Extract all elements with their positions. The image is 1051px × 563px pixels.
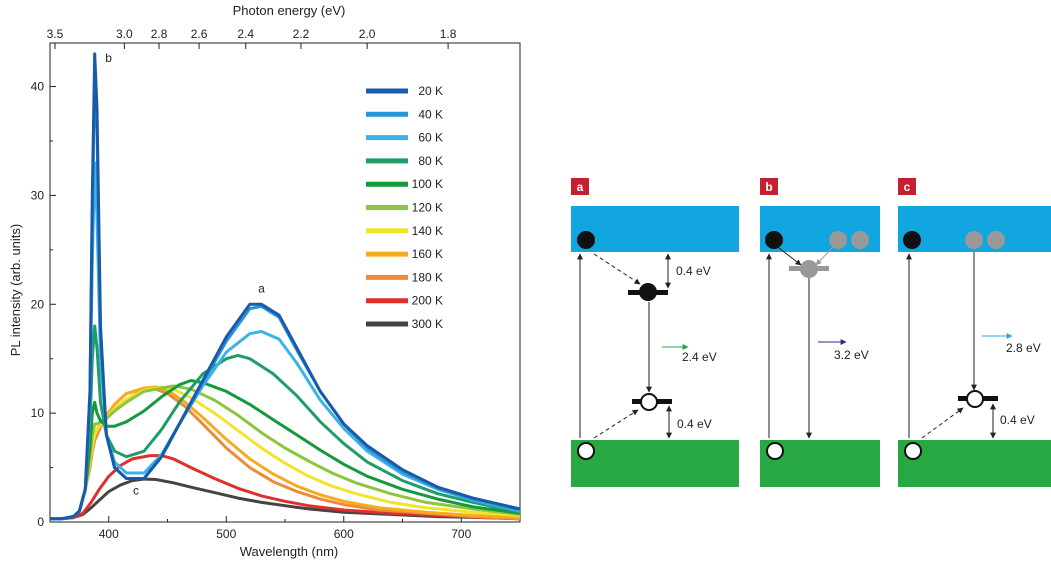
panel-c-label-box xyxy=(898,178,916,195)
panel-a-label-box xyxy=(571,178,589,195)
panel-c-trap-energy-bottom: 0.4 eV xyxy=(1000,413,1035,427)
y-axis-label: PL intensity (arb. units) xyxy=(8,224,23,356)
top-tick-label: 2.0 xyxy=(359,27,376,41)
top-tick-label: 2.6 xyxy=(191,27,208,41)
panel-c-excited-state-icon xyxy=(965,231,983,249)
panel-b-trapped-state-icon xyxy=(800,260,818,278)
x-tick-label: 700 xyxy=(451,527,471,541)
legend-label: 180 K xyxy=(412,270,443,284)
legend-label: 40 K xyxy=(418,107,443,121)
x-tick-label: 400 xyxy=(99,527,119,541)
panel-a: a 0.4 eV 2.4 eV 0.4 eV xyxy=(571,178,739,487)
y-tick-label: 30 xyxy=(31,188,45,202)
panel-c-emission-energy: 2.8 eV xyxy=(1006,341,1041,355)
panel-b-label-box xyxy=(760,178,778,195)
top-tick-label: 1.8 xyxy=(440,27,457,41)
x-tick-label: 500 xyxy=(216,527,236,541)
panel-b-excited-path xyxy=(815,247,833,266)
panel-a-trapped-electron-icon xyxy=(639,283,657,301)
panel-a-trapped-hole-icon xyxy=(640,393,658,411)
panel-b-excited-state-icon xyxy=(829,231,847,249)
panel-c-hole-trap-path xyxy=(921,407,964,439)
y-tick-label: 40 xyxy=(31,80,45,94)
y-tick-label: 20 xyxy=(31,297,45,311)
panel-c-excited-state-icon-2 xyxy=(987,231,1005,249)
top-tick-label: 2.8 xyxy=(151,27,168,41)
series-line-200-k xyxy=(50,454,520,521)
panel-a-valence-band xyxy=(571,440,739,487)
series-line-40-k xyxy=(50,74,520,521)
top-tick-label: 2.4 xyxy=(237,27,254,41)
legend-label: 200 K xyxy=(412,294,443,308)
panel-a-conduction-band xyxy=(571,206,739,252)
peak-label-b: b xyxy=(105,51,112,65)
panel-c-hole-icon xyxy=(904,442,922,460)
panel-c: c 2.8 eV 0.4 eV xyxy=(898,178,1051,487)
panel-c-label: c xyxy=(904,180,911,194)
top-axis-label: Photon energy (eV) xyxy=(233,3,346,18)
panel-a-trap-energy-bottom: 0.4 eV xyxy=(677,417,712,431)
panel-c-valence-band xyxy=(898,440,1051,487)
panel-b: b 3.2 eV xyxy=(760,178,880,487)
panel-b-label: b xyxy=(765,180,772,194)
panel-c-electron-icon xyxy=(903,231,921,249)
panel-b-excited-state-icon-2 xyxy=(851,231,869,249)
series-line-20-k xyxy=(50,52,520,521)
panel-a-trap-energy-top: 0.4 eV xyxy=(676,264,711,278)
x-tick-label: 600 xyxy=(334,527,354,541)
pl-spectrum-chart: 400 500 600 700 0 10 20 30 40 3.5 3.0 2.8 2.6 2.4 2.2 2… xyxy=(8,3,521,559)
legend-label: 160 K xyxy=(412,247,443,261)
legend-label: 80 K xyxy=(418,154,443,168)
legend-label: 140 K xyxy=(412,224,443,238)
panel-a-hole-icon xyxy=(577,442,595,460)
legend-label: 20 K xyxy=(418,84,443,98)
y-tick-label: 10 xyxy=(31,406,45,420)
panel-b-electron-icon xyxy=(765,231,783,249)
x-axis-label: Wavelength (nm) xyxy=(240,544,339,559)
top-tick-label: 3.5 xyxy=(47,27,64,41)
series-line-300-k xyxy=(50,477,520,521)
legend-label: 300 K xyxy=(412,317,443,331)
panel-a-electron-icon xyxy=(577,231,595,249)
y-tick-label: 0 xyxy=(37,515,44,529)
panel-a-hole-trap-path xyxy=(593,409,639,439)
top-tick-label: 2.2 xyxy=(293,27,310,41)
panel-b-emission-energy: 3.2 eV xyxy=(834,348,869,362)
band-diagram: a 0.4 eV 2.4 eV 0.4 eV b xyxy=(571,178,1051,487)
panel-a-electron-trap-path xyxy=(593,253,641,285)
panel-c-trapped-hole-icon xyxy=(966,390,984,408)
panel-a-label: a xyxy=(577,180,584,194)
panel-b-electron-path xyxy=(778,247,802,266)
legend-label: 100 K xyxy=(412,177,443,191)
peak-label-a: a xyxy=(258,281,265,295)
panel-a-emission-energy: 2.4 eV xyxy=(682,350,717,364)
peak-label-c: c xyxy=(133,483,139,497)
legend-label: 60 K xyxy=(418,131,443,145)
panel-b-hole-icon xyxy=(766,442,784,460)
legend-label: 120 K xyxy=(412,201,443,215)
top-tick-label: 3.0 xyxy=(116,27,133,41)
plot-frame xyxy=(49,42,521,523)
